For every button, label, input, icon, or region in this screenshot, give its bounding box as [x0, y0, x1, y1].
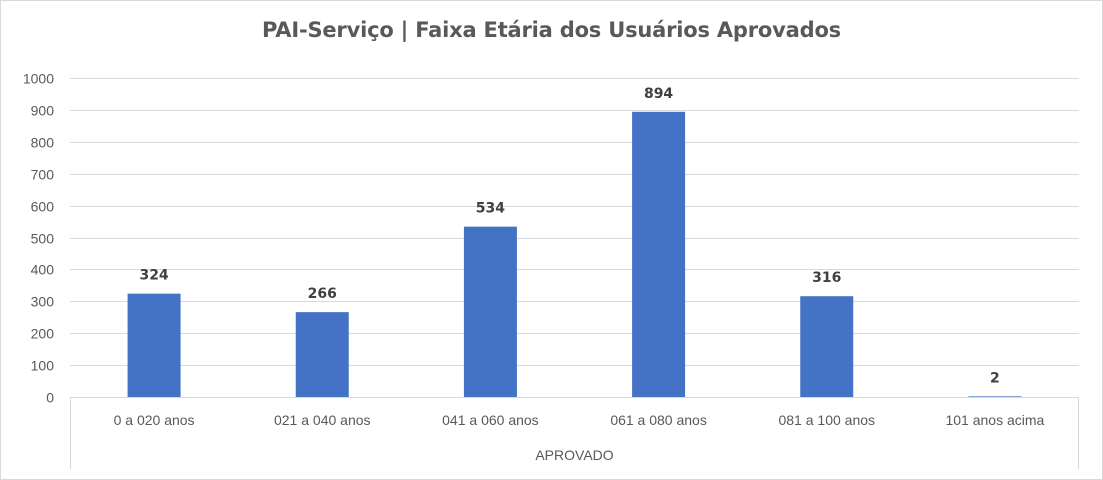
- bar: [968, 396, 1022, 397]
- x-tick-label: 061 a 080 anos: [610, 412, 707, 428]
- y-tick-label: 700: [31, 167, 55, 183]
- x-group-label: APROVADO: [535, 447, 613, 463]
- bar: [295, 312, 349, 397]
- x-tick-label: 041 a 060 anos: [442, 412, 539, 428]
- y-tick-label: 600: [31, 199, 55, 215]
- data-label: 2: [990, 370, 1000, 386]
- bar: [127, 293, 181, 397]
- bar: [800, 296, 854, 397]
- x-tick-label: 101 anos acima: [945, 412, 1044, 428]
- data-label: 324: [139, 268, 168, 284]
- y-tick-label: 800: [31, 135, 55, 151]
- x-tick-label: 021 a 040 anos: [274, 412, 371, 428]
- y-tick-label: 300: [31, 294, 55, 310]
- data-label: 316: [812, 270, 841, 286]
- data-label: 894: [644, 86, 673, 102]
- y-tick-label: 100: [31, 358, 55, 374]
- data-label: 266: [308, 286, 337, 302]
- y-tick-label: 0: [46, 390, 54, 406]
- y-tick-label: 500: [31, 231, 55, 247]
- x-tick-label: 081 a 100 anos: [778, 412, 875, 428]
- y-tick-label: 1000: [23, 71, 54, 87]
- bar: [463, 226, 517, 397]
- y-tick-label: 900: [31, 103, 55, 119]
- chart-title: PAI-Serviço | Faixa Etária dos Usuários …: [262, 18, 841, 42]
- y-tick-label: 400: [31, 262, 55, 278]
- y-tick-label: 200: [31, 326, 55, 342]
- bar: [632, 111, 686, 398]
- data-label: 534: [476, 201, 505, 217]
- x-tick-label: 0 a 020 anos: [114, 412, 195, 428]
